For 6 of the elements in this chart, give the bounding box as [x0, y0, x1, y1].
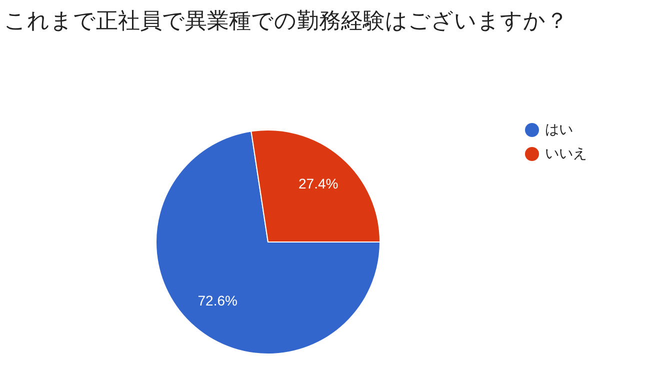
data-label: 27.4%: [298, 175, 338, 192]
chart-title: これまで正社員で異業種での勤務経験はございますか？: [4, 8, 568, 36]
data-label: 72.6%: [198, 292, 238, 309]
pie-slice: [156, 130, 380, 354]
legend-label: いいえ: [545, 145, 587, 164]
legend-label: はい: [545, 121, 573, 140]
